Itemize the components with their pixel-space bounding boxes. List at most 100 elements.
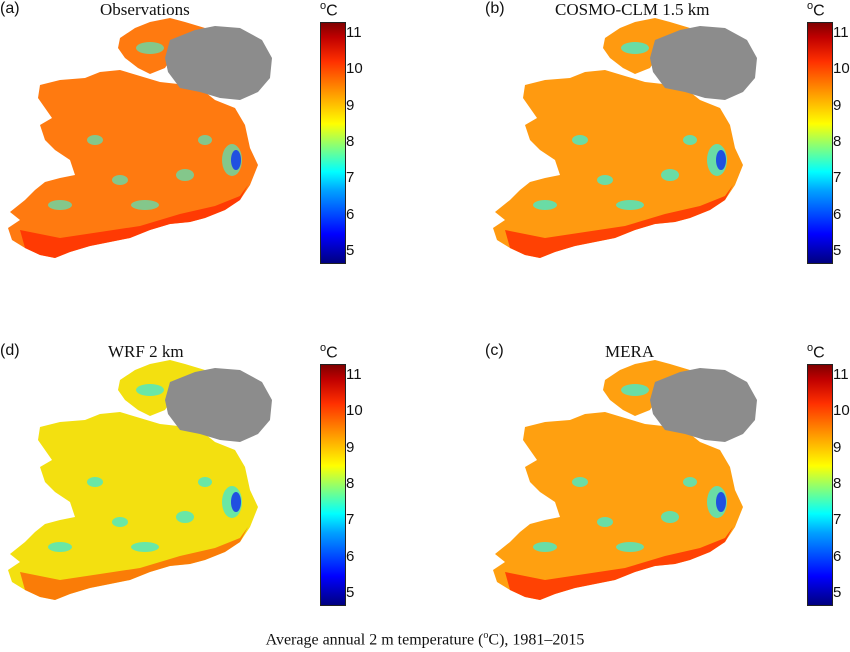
upland-cool-patch — [176, 169, 194, 181]
map-group — [8, 360, 272, 600]
colorbar-tick-label: 11 — [833, 23, 849, 41]
warm-coastal-zone — [505, 527, 733, 600]
map-group — [8, 18, 272, 258]
colorbar-unit: oC — [807, 0, 825, 20]
colorbar-tick-label: 9 — [346, 96, 355, 114]
upland-cool-patch — [198, 477, 212, 487]
panel-title: MERA — [605, 342, 655, 361]
upland-cool-patch — [112, 175, 128, 185]
panel-title: COSMO-CLM 1.5 km — [555, 0, 710, 19]
upland-cool-patch — [87, 477, 103, 487]
upland-cool-patch — [48, 542, 72, 552]
upland-cool-patch — [621, 42, 649, 54]
ireland-map — [493, 18, 757, 258]
panel-observations: (a) Observations 11 10 9 8 7 6 5 oC — [0, 0, 363, 300]
upland-cool-patch — [661, 511, 679, 523]
panel-mera: (c) MERA 11 10 9 8 7 6 5 oC — [485, 342, 850, 642]
map-group — [493, 360, 757, 600]
colorbar-labels: 11 10 9 8 7 6 5 — [346, 364, 386, 604]
colorbar-tick-label: 6 — [346, 547, 355, 565]
upland-cool-patch — [597, 175, 613, 185]
ireland-map — [493, 360, 757, 600]
ireland-map — [8, 18, 272, 258]
colorbar-tick-label: 10 — [833, 402, 850, 420]
upland-cool-patch — [48, 200, 72, 210]
upland-cool-patch — [533, 200, 557, 210]
panel-letter: (c) — [485, 342, 504, 359]
northern-ireland-masked — [165, 26, 272, 100]
warm-coastal-zone — [20, 185, 248, 258]
colorbar-tick-label: 9 — [833, 438, 842, 456]
upland-cool-patch — [683, 477, 697, 487]
colorbar-labels: 11 10 9 8 7 6 5 — [833, 22, 850, 262]
ireland-map — [8, 360, 272, 600]
colorbar-tick-label: 9 — [346, 438, 355, 456]
upland-cool-patch — [661, 169, 679, 181]
colorbar — [320, 22, 346, 264]
upland-cool-patch — [683, 135, 697, 145]
upland-cool-patch — [616, 542, 644, 552]
upland-cool-patch — [597, 517, 613, 527]
colorbar — [807, 22, 833, 264]
warm-coastal-zone — [20, 527, 248, 600]
northern-ireland-masked — [650, 368, 757, 442]
upland-cool-patch — [136, 42, 164, 54]
upland-cool-patch — [112, 517, 128, 527]
colorbar-tick-label: 10 — [346, 60, 363, 78]
panel-letter: (a) — [0, 0, 20, 17]
upland-cool-patch — [621, 384, 649, 396]
colorbar-tick-label: 9 — [833, 96, 842, 114]
northern-ireland-masked — [650, 26, 757, 100]
colorbar-tick-label: 11 — [346, 365, 362, 383]
colorbar-tick-label: 6 — [833, 547, 842, 565]
colorbar-tick-label: 8 — [346, 475, 355, 492]
upland-cool-patch — [136, 384, 164, 396]
colorbar-tick-label: 5 — [833, 584, 842, 602]
figure-caption: Average annual 2 m temperature (oC), 198… — [265, 630, 585, 649]
upland-cool-patch — [176, 511, 194, 523]
mountain-cold-core — [231, 492, 241, 512]
colorbar-labels: 11 10 9 8 7 6 5 — [833, 364, 850, 604]
panel-cosmo-clm: (b) COSMO-CLM 1.5 km 11 10 9 8 7 6 5 oC — [485, 0, 850, 300]
warm-coastal-zone — [505, 185, 733, 258]
mountain-cold-core — [231, 150, 241, 170]
colorbar-tick-label: 10 — [346, 402, 363, 420]
northern-ireland-masked — [165, 368, 272, 442]
panel-title: Observations — [100, 0, 190, 19]
mountain-cold-core — [716, 150, 726, 170]
map-group — [493, 18, 757, 258]
panel-wrf: (d) WRF 2 km 11 10 9 8 7 6 5 oC — [0, 342, 363, 642]
upland-cool-patch — [616, 200, 644, 210]
colorbar-tick-label: 8 — [833, 475, 842, 492]
colorbar-tick-label: 8 — [346, 133, 355, 150]
colorbar — [807, 364, 833, 606]
panel-title: WRF 2 km — [108, 342, 184, 361]
colorbar-unit: oC — [320, 0, 338, 20]
upland-cool-patch — [198, 135, 212, 145]
colorbar-labels: 11 10 9 8 7 6 5 — [346, 22, 386, 262]
colorbar-tick-label: 11 — [833, 365, 849, 383]
upland-cool-patch — [131, 542, 159, 552]
upland-cool-patch — [131, 200, 159, 210]
mountain-cold-core — [716, 492, 726, 512]
upland-cool-patch — [572, 135, 588, 145]
colorbar-unit: oC — [807, 342, 825, 362]
colorbar-tick-label: 7 — [346, 511, 355, 529]
colorbar-unit: oC — [320, 342, 338, 362]
colorbar-tick-label: 5 — [346, 584, 355, 602]
colorbar-tick-label: 7 — [833, 169, 842, 187]
colorbar-tick-label: 7 — [833, 511, 842, 529]
colorbar-tick-label: 7 — [346, 169, 355, 187]
upland-cool-patch — [572, 477, 588, 487]
colorbar-tick-label: 11 — [346, 23, 362, 41]
colorbar-tick-label: 8 — [833, 133, 842, 150]
colorbar-tick-label: 6 — [833, 205, 842, 223]
colorbar-tick-label: 5 — [346, 242, 355, 260]
panel-letter: (d) — [0, 342, 20, 359]
panel-letter: (b) — [485, 0, 505, 17]
upland-cool-patch — [87, 135, 103, 145]
colorbar-tick-label: 10 — [833, 60, 850, 78]
colorbar-tick-label: 6 — [346, 205, 355, 223]
colorbar — [320, 364, 346, 606]
colorbar-tick-label: 5 — [833, 242, 842, 260]
